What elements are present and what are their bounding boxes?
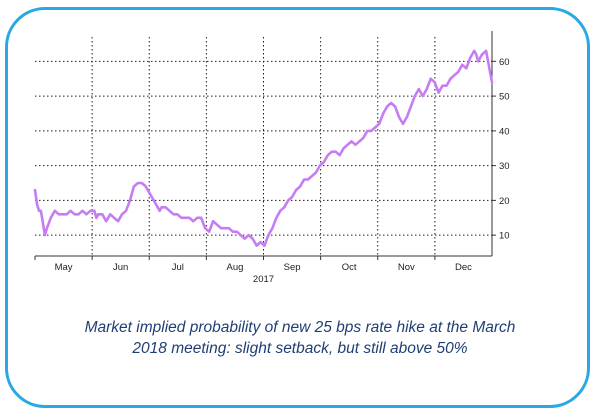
- series-line-implied-probability: [33, 49, 494, 247]
- x-tick-label-sep: Sep: [284, 262, 301, 273]
- chart-caption: Market implied probability of new 25 bps…: [20, 317, 580, 359]
- y-tick-label: 10: [499, 231, 510, 242]
- y-axis-ticks: 10 20 30 40 50 60: [492, 57, 510, 242]
- caption-line-1: Market implied probability of new 25 bps…: [84, 319, 516, 336]
- x-axis-ticks: May Jun Jul Aug Sep Oct Nov Dec: [34, 256, 472, 273]
- caption-line-2: 2018 meeting: slight setback, but still …: [132, 340, 468, 357]
- x-tick-label-jul: Jul: [172, 262, 184, 273]
- x-tick-label-may: May: [55, 262, 73, 273]
- x-tick-label-dec: Dec: [455, 262, 472, 273]
- x-tick-label-oct: Oct: [342, 262, 357, 273]
- y-tick-label: 50: [499, 92, 510, 103]
- x-tick-label-aug: Aug: [226, 262, 243, 273]
- gridlines: [35, 37, 492, 256]
- year-label: 2017: [253, 274, 274, 285]
- x-tick-label-jun: Jun: [113, 262, 128, 273]
- probability-line-chart: 10 20 30 40 50 60 May Jun Jul Aug Sep Oct Nov Dec 20…: [33, 31, 510, 285]
- y-tick-label: 60: [499, 57, 510, 68]
- y-tick-label: 30: [499, 161, 510, 172]
- y-tick-label: 20: [499, 196, 510, 207]
- x-tick-label-nov: Nov: [398, 262, 415, 273]
- y-tick-label: 40: [499, 126, 510, 137]
